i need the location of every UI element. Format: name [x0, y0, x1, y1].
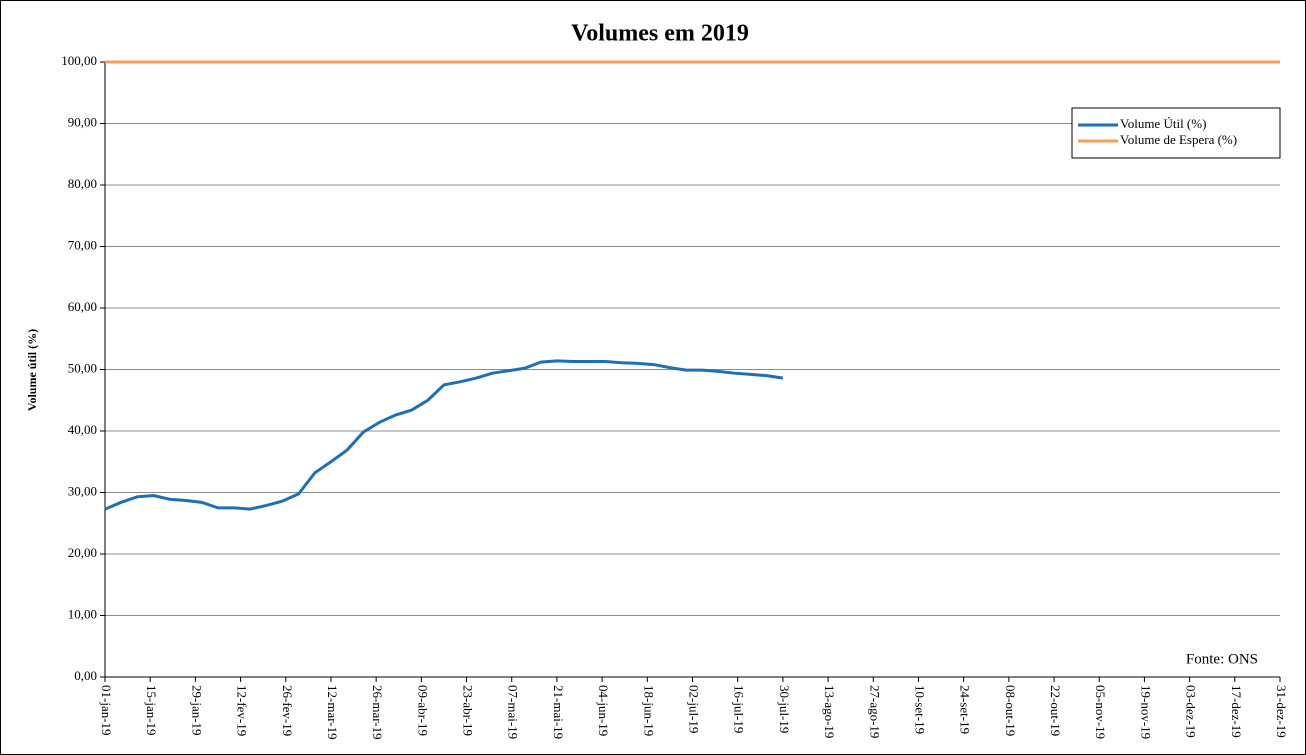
- x-tick-label: 13-ago-19: [822, 685, 837, 738]
- x-tick-label: 12-fev-19: [235, 685, 250, 736]
- y-tick-label: 90,00: [68, 114, 97, 129]
- y-tick-label: 80,00: [68, 176, 97, 191]
- y-axis-label: Volume útil (%): [25, 329, 39, 411]
- y-tick-label: 20,00: [68, 545, 97, 560]
- x-tick-label: 07-mai-19: [506, 685, 521, 739]
- data-line: [104, 359, 784, 511]
- x-tick-label: 08-out-19: [1003, 685, 1018, 736]
- y-tick-label: 10,00: [68, 606, 97, 621]
- x-tick-label: 22-out-19: [1048, 685, 1063, 736]
- y-tick-label: 40,00: [68, 422, 97, 437]
- y-tick-label: 100,00: [61, 53, 97, 68]
- x-tick-label: 01-jan-19: [99, 685, 114, 736]
- x-tick-label: 12-mar-19: [325, 685, 340, 740]
- x-tick-label: 03-dez-19: [1184, 685, 1199, 738]
- y-tick-label: 30,00: [68, 483, 97, 498]
- source-note: Fonte: ONS: [1186, 651, 1258, 667]
- legend-label: Volume Útil (%): [1120, 116, 1206, 131]
- x-tick-label: 27-ago-19: [867, 685, 882, 738]
- x-tick-label: 16-jul-19: [732, 685, 747, 733]
- x-tick-label: 04-jun-19: [596, 685, 611, 736]
- x-tick-label: 29-jan-19: [189, 685, 204, 736]
- x-tick-label: 19-nov-19: [1138, 685, 1153, 739]
- x-tick-label: 24-set-19: [958, 685, 973, 734]
- x-tick-label: 26-mar-19: [370, 685, 385, 740]
- x-tick-label: 30-jul-19: [777, 685, 792, 733]
- x-tick-label: 10-set-19: [912, 685, 927, 734]
- legend-box: [1071, 107, 1281, 159]
- y-tick-label: 0,00: [74, 668, 97, 683]
- x-tick-label: 23-abr-19: [461, 685, 476, 736]
- chart-title: Volumes em 2019: [571, 21, 749, 47]
- x-tick-label: 09-abr-19: [415, 685, 430, 736]
- y-tick-label: 70,00: [68, 237, 97, 252]
- x-tick-label: 05-nov-19: [1093, 685, 1108, 739]
- x-tick-label: 21-mai-19: [551, 685, 566, 739]
- x-tick-label: 18-jun-19: [641, 685, 656, 736]
- y-tick-label: 60,00: [68, 299, 97, 314]
- legend-label: Volume de Espera (%): [1120, 132, 1237, 147]
- x-tick-label: 17-dez-19: [1229, 685, 1244, 738]
- y-tick-label: 50,00: [68, 360, 97, 375]
- x-tick-label: 15-jan-19: [144, 685, 159, 736]
- x-tick-label: 02-jul-19: [687, 685, 702, 733]
- x-tick-label: 31-dez-19: [1274, 685, 1289, 738]
- x-tick-label: 26-fev-19: [280, 685, 295, 736]
